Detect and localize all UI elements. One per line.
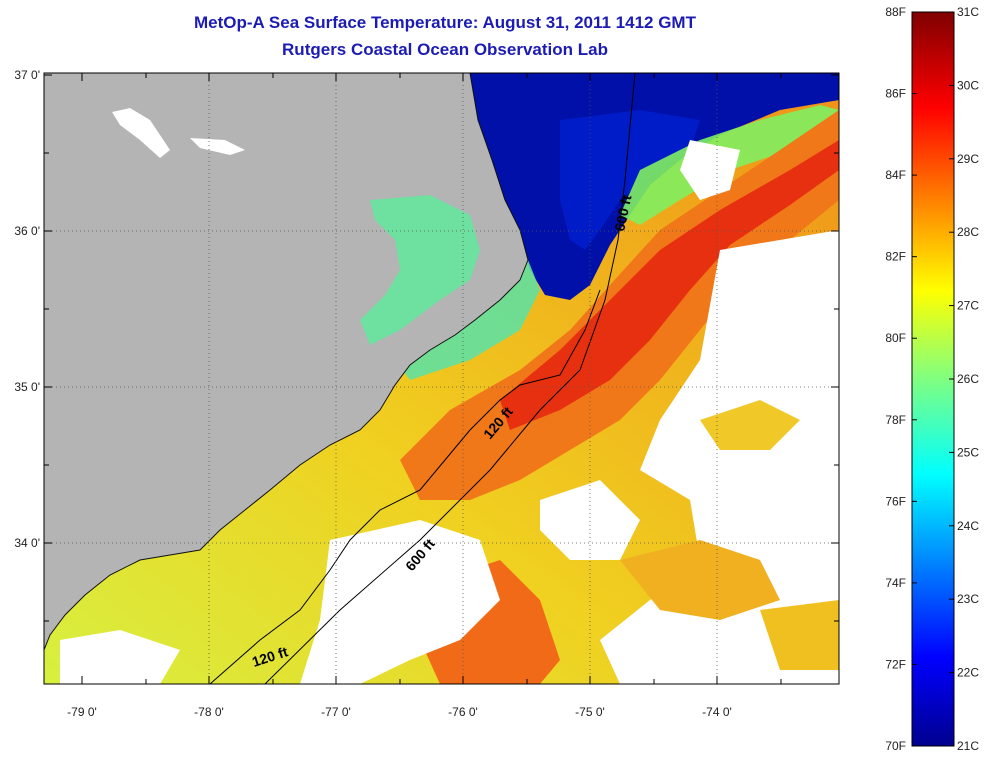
colorbar-c-label: 21C	[957, 739, 979, 753]
contour-label-600ft-north: 600 ft	[611, 193, 634, 232]
graticule	[44, 73, 839, 684]
map-subtitle: Rutgers Coastal Ocean Observation Lab	[282, 40, 608, 59]
colorbar	[911, 11, 955, 747]
lat-label-37: 37 0'	[14, 68, 40, 82]
colorbar-c-label: 31C	[957, 5, 979, 19]
colorbar-f-label: 84F	[885, 168, 906, 182]
lon-label-76: -76 0'	[448, 705, 478, 719]
lat-label-36: 36 0'	[14, 224, 40, 238]
map-plot-area	[44, 73, 839, 684]
colorbar-c-label: 30C	[957, 78, 979, 92]
colorbar-f-label: 78F	[885, 413, 906, 427]
colorbar-c-label: 22C	[957, 666, 979, 680]
lon-ticks	[81, 73, 782, 684]
map-frame	[43, 72, 840, 685]
warm-patches	[620, 400, 839, 670]
colorbar-c-label: 25C	[957, 445, 979, 459]
colorbar-c-label: 28C	[957, 225, 979, 239]
cold-water-mass	[465, 73, 839, 300]
coastline	[44, 73, 529, 651]
lat-label-35: 35 0'	[14, 380, 40, 394]
colorbar-f-label: 70F	[885, 739, 906, 753]
lon-label-75: -75 0'	[575, 705, 605, 719]
colorbar-c-label: 26C	[957, 372, 979, 386]
colorbar-c-label: 27C	[957, 299, 979, 313]
lon-label-77: -77 0'	[321, 705, 351, 719]
lon-label-78: -78 0'	[194, 705, 224, 719]
lat-label-34: 34 0'	[14, 536, 40, 550]
colorbar-celsius-labels: 31C 30C 29C 28C 27C 26C 25C 24C 23C 22C 21C	[957, 5, 979, 753]
colorbar-f-label: 76F	[885, 494, 906, 508]
colorbar-f-label: 82F	[885, 250, 906, 264]
colorbar-ticks	[912, 11, 954, 747]
lon-label-74: -74 0'	[702, 705, 732, 719]
colorbar-f-label: 86F	[885, 87, 906, 101]
cloud-cover	[60, 140, 839, 684]
contour-120ft	[209, 289, 601, 684]
colorbar-c-label: 29C	[957, 152, 979, 166]
colorbar-f-label: 80F	[885, 331, 906, 345]
colorbar-f-label: 72F	[885, 657, 906, 671]
contour-600ft	[264, 73, 636, 684]
map-title: MetOp-A Sea Surface Temperature: August …	[194, 13, 696, 32]
lat-ticks	[44, 74, 839, 622]
lon-label-79: -79 0'	[67, 705, 97, 719]
inland-waters	[112, 108, 245, 158]
colorbar-f-label: 74F	[885, 576, 906, 590]
cold-water-core	[560, 110, 700, 250]
colorbar-f-label: 88F	[885, 5, 906, 19]
pamlico-sound	[360, 195, 480, 345]
colorbar-c-label: 23C	[957, 592, 979, 606]
colorbar-c-label: 24C	[957, 519, 979, 533]
colorbar-fahrenheit-labels: 88F 86F 84F 82F 80F 78F 76F 74F 72F 70F	[885, 5, 906, 753]
